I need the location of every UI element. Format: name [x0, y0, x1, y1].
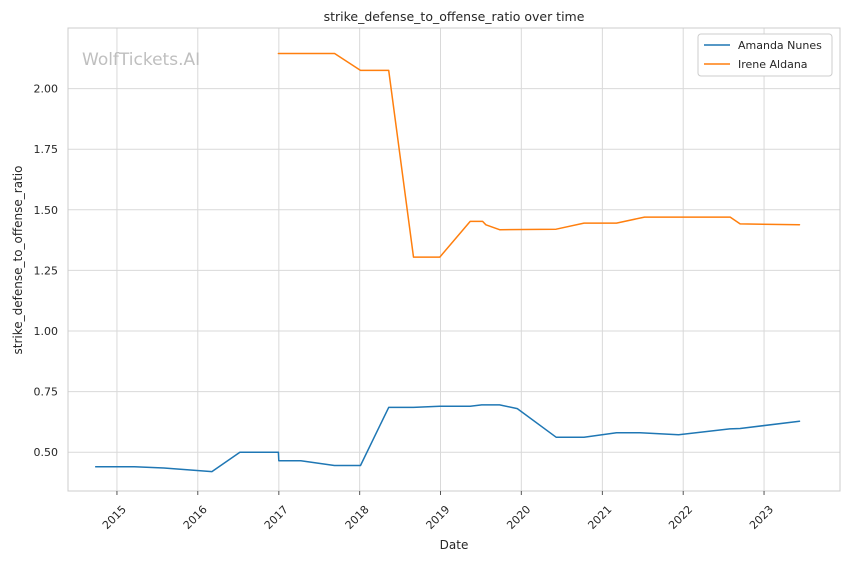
x-tick-label: 2015 — [100, 503, 129, 532]
x-tick-label: 2016 — [181, 503, 210, 532]
x-tick-label: 2018 — [343, 503, 372, 532]
y-tick-label: 1.50 — [34, 204, 59, 217]
x-tick-label: 2017 — [262, 503, 291, 532]
x-tick-label: 2023 — [747, 503, 776, 532]
series-line-amanda-nunes — [94, 404, 801, 473]
x-tick-label: 2019 — [424, 503, 453, 532]
plot-frame — [67, 27, 841, 492]
legend-box — [697, 33, 833, 77]
watermark-text: WolfTickets.AI — [82, 50, 200, 70]
y-tick-label: 2.00 — [34, 83, 59, 96]
legend-label-irene-aldana: Irene Aldana — [738, 58, 808, 71]
y-tick-label: 0.50 — [34, 446, 59, 459]
x-axis-label: Date — [440, 538, 469, 552]
y-tick-label: 1.00 — [34, 325, 59, 338]
series-lines — [94, 52, 801, 473]
plot-background — [68, 28, 840, 491]
y-tick-label: 1.75 — [34, 143, 59, 156]
x-tick-label: 2022 — [666, 503, 695, 532]
y-tick-label: 1.25 — [34, 264, 59, 277]
series-line-irene-aldana — [277, 52, 801, 258]
y-tick-label: 0.75 — [34, 386, 59, 399]
legend: Amanda Nunes Irene Aldana — [697, 33, 833, 77]
y-axis-label: strike_defense_to_offense_ratio — [11, 166, 25, 355]
x-tick-label: 2021 — [585, 503, 614, 532]
grid-lines — [68, 28, 840, 491]
legend-label-amanda-nunes: Amanda Nunes — [738, 39, 822, 52]
chart-title: strike_defense_to_offense_ratio over tim… — [324, 9, 585, 24]
x-tick-label: 2020 — [504, 503, 533, 532]
